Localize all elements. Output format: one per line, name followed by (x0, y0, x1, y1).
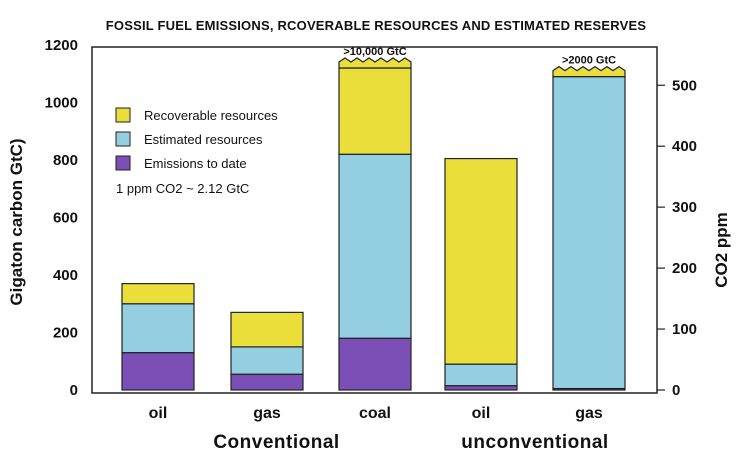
right-tick-label: 400 (672, 138, 697, 155)
legend-label: Recoverable resources (144, 108, 278, 123)
right-tick-label: 300 (672, 199, 697, 216)
category-label: gas (575, 405, 603, 422)
bar-segment-recoverable-resources (444, 157, 518, 365)
left-tick-label: 0 (70, 382, 78, 399)
left-tick-label: 1200 (45, 37, 78, 54)
legend-swatch (115, 131, 131, 147)
category-label: oil (472, 405, 491, 422)
legend-label: Emissions to date (144, 156, 247, 171)
category-label: oil (149, 405, 168, 422)
broken-top-label: >10,000 GtC (343, 46, 406, 58)
right-tick-label: 200 (672, 260, 697, 277)
left-tick-label: 800 (53, 152, 78, 169)
broken-top-cap (552, 65, 626, 78)
broken-top-caps: >10,000 GtC >2000 GtC (338, 46, 626, 78)
bar-segment-estimated-resources (552, 76, 626, 390)
category-label: gas (253, 405, 281, 422)
y2-axis-label: CO2 ppm (712, 212, 731, 288)
bar-segment-estimated-resources (444, 363, 518, 387)
left-tick-label: 600 (53, 210, 78, 227)
bar-segment-emissions-to-date (230, 373, 304, 391)
bar-segment-recoverable-resources (230, 311, 304, 348)
chart-title: FOSSIL FUEL EMISSIONS, RCOVERABLE RESOUR… (106, 18, 647, 33)
right-tick-label: 100 (672, 321, 697, 338)
left-tick-label: 1000 (45, 95, 78, 112)
bar-segment-emissions-to-date (444, 385, 518, 391)
y-axis-label: Gigaton carbon GtC) (7, 138, 26, 305)
conversion-note: 1 ppm CO2 ~ 2.12 GtC (116, 181, 249, 196)
group-label: unconventional (461, 432, 608, 453)
broken-top-cap (338, 57, 412, 69)
broken-top-label: >2000 GtC (562, 55, 616, 67)
bar-segment-recoverable-resources (338, 67, 412, 155)
bar-segment-estimated-resources (121, 303, 195, 354)
category-label: coal (359, 405, 391, 422)
legend: Recoverable resources Estimated resources… (115, 107, 278, 171)
left-tick-label: 200 (53, 325, 78, 342)
right-tick-label: 500 (672, 77, 697, 94)
legend-swatch (115, 107, 131, 123)
left-axis-ticks: 1200 1000 800 600 400 200 0 (45, 37, 78, 399)
bar-segment-emissions-to-date (121, 352, 195, 391)
right-axis-ticks: 500 400 300 200 100 0 (657, 77, 697, 399)
group-label: Conventional (213, 432, 339, 453)
bar-segment-emissions-to-date (338, 337, 412, 391)
bars (121, 67, 626, 391)
bar-segment-estimated-resources (230, 346, 304, 375)
bar-segment-estimated-resources (338, 153, 412, 339)
legend-label: Estimated resources (144, 132, 263, 147)
left-tick-label: 400 (53, 267, 78, 284)
category-labels: oil gas coal oil gas (149, 405, 603, 422)
bar-segment-recoverable-resources (121, 283, 195, 305)
group-labels: Conventional unconventional (213, 432, 608, 453)
legend-swatch (115, 155, 131, 171)
right-tick-label: 0 (672, 382, 680, 399)
